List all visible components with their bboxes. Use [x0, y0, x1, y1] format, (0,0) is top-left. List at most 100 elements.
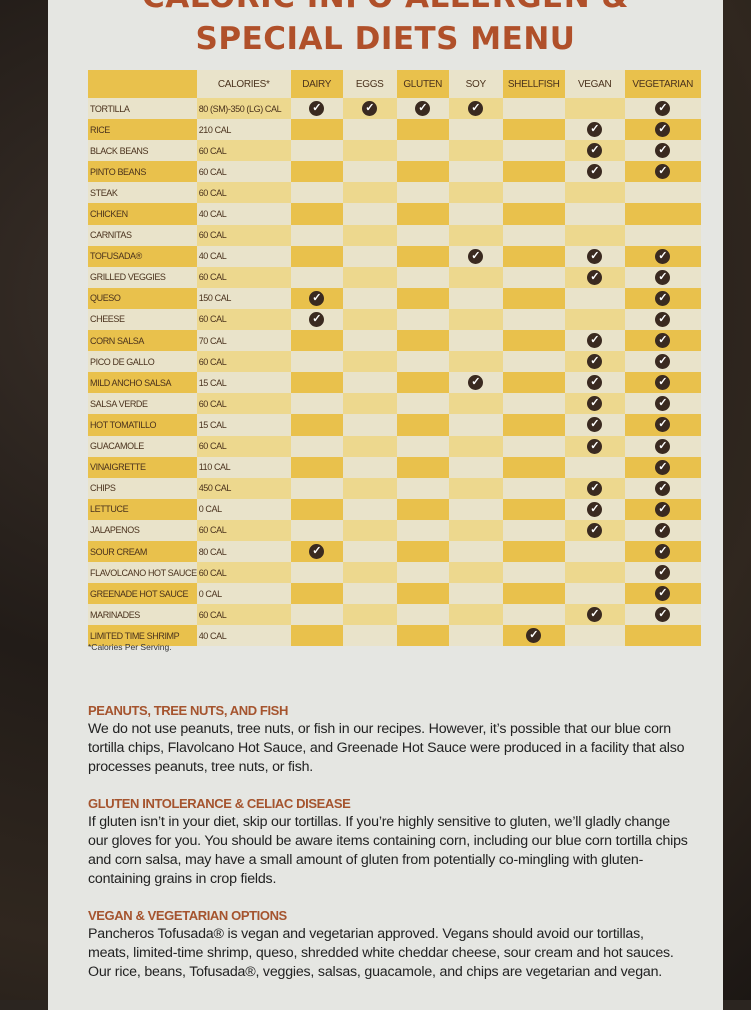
table-row: SOUR CREAM 80 CAL ✓ ✓: [88, 540, 701, 563]
flag-cell: [290, 161, 343, 183]
flag-cell: [448, 330, 503, 352]
check-circle-icon: ✓: [655, 290, 671, 306]
check-circle-icon: ✓: [309, 544, 325, 560]
flag-cell: [342, 456, 397, 478]
flag-cell: [342, 519, 397, 541]
flag-cell: [448, 161, 503, 183]
flag-cell: ✓: [342, 98, 397, 120]
flag-cell: [342, 583, 397, 605]
item-name: SOUR CREAM: [88, 540, 197, 563]
flag-cell: [502, 456, 565, 478]
flag-cell: [342, 287, 397, 309]
table-header-row: CALORIES* DAIRY EGGS GLUTEN SOY SHELLFISH VEGA…: [88, 70, 701, 98]
flag-cell: [396, 435, 449, 457]
check-circle-icon: ✓: [655, 459, 671, 475]
flag-cell: [290, 625, 343, 647]
flag-cell: [290, 140, 343, 162]
check-circle-icon: ✓: [587, 480, 603, 496]
item-calories: 450 CAL: [196, 477, 291, 499]
flag-cell: [290, 498, 343, 520]
item-name: RICE: [88, 119, 197, 141]
check-circle-icon: ✓: [415, 101, 431, 117]
flag-cell: ✓: [448, 98, 503, 120]
flag-cell: ✓: [564, 435, 625, 457]
flag-cell: [502, 140, 565, 162]
section-body: If gluten isn’t in your diet, skip our t…: [88, 814, 688, 887]
check-circle-icon: ✓: [655, 586, 671, 602]
table-row: PICO DE GALLO 60 CAL ✓ ✓: [88, 351, 701, 373]
item-name: TORTILLA: [88, 98, 197, 120]
flag-cell: [502, 498, 565, 520]
item-calories: 60 CAL: [196, 604, 291, 626]
check-circle-icon: ✓: [587, 164, 603, 180]
flag-cell: ✓: [624, 414, 701, 436]
flag-cell: [564, 203, 625, 225]
flag-cell: [290, 456, 343, 478]
flag-cell: ✓: [624, 308, 701, 331]
check-circle-icon: ✓: [587, 522, 603, 538]
item-calories: 60 CAL: [196, 266, 291, 288]
flag-cell: ✓: [290, 287, 343, 309]
item-name: HOT TOMATILLO: [88, 414, 197, 436]
flag-cell: ✓: [448, 245, 503, 267]
flag-cell: [396, 245, 449, 267]
flag-cell: [448, 308, 503, 331]
flag-cell: ✓: [624, 287, 701, 309]
flag-cell: [624, 625, 701, 647]
column-header: CALORIES*: [196, 70, 291, 98]
flag-cell: [502, 287, 565, 309]
flag-cell: ✓: [564, 119, 625, 141]
check-circle-icon: ✓: [587, 248, 603, 264]
check-circle-icon: ✓: [587, 143, 603, 159]
flag-cell: [396, 477, 449, 499]
flag-cell: [502, 330, 565, 352]
flag-cell: [290, 435, 343, 457]
check-circle-icon: ✓: [655, 269, 671, 285]
flag-cell: ✓: [564, 330, 625, 352]
flag-cell: [342, 604, 397, 626]
flag-cell: ✓: [624, 266, 701, 288]
flag-cell: [448, 477, 503, 499]
check-circle-icon: ✓: [587, 607, 603, 623]
flag-cell: ✓: [624, 519, 701, 541]
flag-cell: ✓: [396, 98, 449, 120]
check-circle-icon: ✓: [587, 269, 603, 285]
check-circle-icon: ✓: [587, 122, 603, 138]
flag-cell: [448, 456, 503, 478]
flag-cell: [448, 604, 503, 626]
item-calories: 150 CAL: [196, 287, 291, 309]
flag-cell: [342, 308, 397, 331]
table-row: BLACK BEANS 60 CAL ✓ ✓: [88, 140, 701, 162]
flag-cell: [564, 98, 625, 120]
item-name: QUESO: [88, 287, 197, 309]
column-header: SHELLFISH: [502, 70, 565, 98]
flag-cell: [448, 351, 503, 373]
table-row: MILD ANCHO SALSA 15 CAL ✓ ✓ ✓: [88, 372, 701, 394]
check-circle-icon: ✓: [587, 396, 603, 412]
item-name: GUACAMOLE: [88, 435, 197, 457]
check-circle-icon: ✓: [587, 501, 603, 517]
flag-cell: [396, 625, 449, 647]
flag-cell: ✓: [624, 245, 701, 267]
check-circle-icon: ✓: [655, 417, 671, 433]
column-header: EGGS: [342, 70, 397, 98]
title-line-2: SPECIAL DIETS MENU: [195, 21, 576, 57]
table-row: MARINADES 60 CAL ✓ ✓: [88, 604, 701, 626]
flag-cell: [502, 224, 565, 246]
flag-cell: [396, 393, 449, 415]
flag-cell: ✓: [564, 498, 625, 520]
check-circle-icon: ✓: [309, 290, 325, 306]
flag-cell: [502, 519, 565, 541]
flag-cell: [342, 625, 397, 647]
allergen-table: CALORIES* DAIRY EGGS GLUTEN SOY SHELLFISH VEGA…: [88, 70, 701, 647]
check-circle-icon: ✓: [655, 164, 671, 180]
check-circle-icon: ✓: [655, 311, 671, 327]
flag-cell: [502, 540, 565, 563]
flag-cell: [342, 140, 397, 162]
flag-cell: [448, 224, 503, 246]
item-name: CHIPS: [88, 477, 197, 499]
item-name: LIMITED TIME SHRIMP: [88, 625, 197, 647]
item-calories: 60 CAL: [196, 140, 291, 162]
item-calories: 60 CAL: [196, 224, 291, 246]
section-heading: VEGAN & VEGETARIAN OPTIONS: [88, 908, 287, 923]
